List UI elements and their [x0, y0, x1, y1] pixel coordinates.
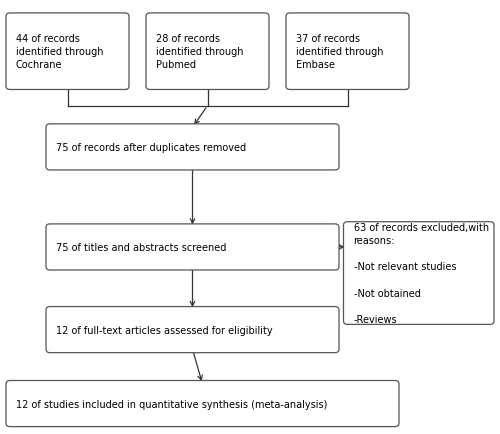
Text: 12 of studies included in quantitative synthesis (meta-analysis): 12 of studies included in quantitative s… [16, 399, 328, 408]
Text: 12 of full-text articles assessed for eligibility: 12 of full-text articles assessed for el… [56, 325, 272, 335]
FancyBboxPatch shape [46, 125, 339, 171]
FancyBboxPatch shape [344, 222, 494, 325]
FancyBboxPatch shape [46, 307, 339, 353]
Text: 75 of titles and abstracts screened: 75 of titles and abstracts screened [56, 243, 226, 252]
FancyBboxPatch shape [6, 381, 399, 427]
Text: 63 of records excluded,with
reasons:

-Not relevant studies

-Not obtained

-Rev: 63 of records excluded,with reasons: -No… [354, 222, 488, 325]
FancyBboxPatch shape [46, 224, 339, 270]
FancyBboxPatch shape [286, 14, 409, 90]
Text: 28 of records
identified through
Pubmed: 28 of records identified through Pubmed [156, 34, 244, 70]
FancyBboxPatch shape [6, 14, 129, 90]
Text: 75 of records after duplicates removed: 75 of records after duplicates removed [56, 143, 246, 152]
Text: 44 of records
identified through
Cochrane: 44 of records identified through Cochran… [16, 34, 104, 70]
FancyBboxPatch shape [146, 14, 269, 90]
Text: 37 of records
identified through
Embase: 37 of records identified through Embase [296, 34, 384, 70]
